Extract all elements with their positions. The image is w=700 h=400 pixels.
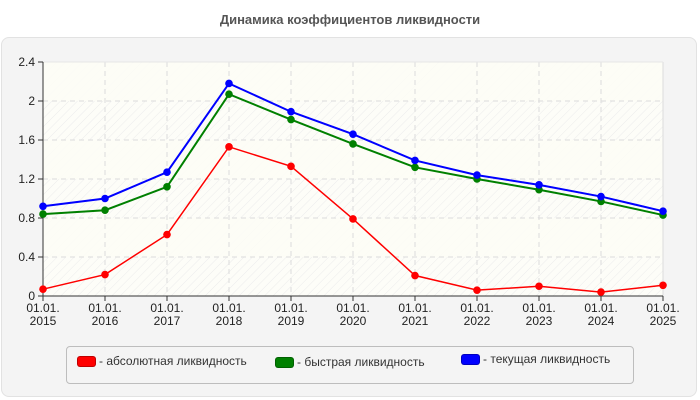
series-2 bbox=[39, 79, 667, 215]
legend: - абсолютная ликвидность - быстрая ликви… bbox=[66, 346, 634, 384]
data-point[interactable] bbox=[163, 183, 171, 191]
x-tick-label: 01.01. bbox=[584, 301, 617, 315]
data-point[interactable] bbox=[39, 210, 47, 218]
x-tick-label: 2017 bbox=[154, 314, 181, 328]
series-lines bbox=[39, 79, 667, 296]
data-point[interactable] bbox=[349, 130, 357, 138]
y-tick-label: 1.6 bbox=[18, 133, 35, 147]
legend-swatch-blue bbox=[461, 353, 480, 365]
x-tick-label: 2022 bbox=[464, 314, 491, 328]
x-tick-label: 01.01. bbox=[88, 301, 121, 315]
x-tick-label: 2015 bbox=[30, 314, 57, 328]
data-point[interactable] bbox=[411, 163, 419, 172]
x-tick-label: 01.01. bbox=[26, 301, 59, 315]
data-point[interactable] bbox=[473, 286, 481, 294]
data-point[interactable] bbox=[287, 115, 295, 124]
legend-label: - быстрая ликвидность bbox=[297, 355, 425, 369]
data-point[interactable] bbox=[287, 107, 295, 116]
legend-label: - абсолютная ликвидность bbox=[99, 354, 247, 368]
data-point[interactable] bbox=[659, 207, 667, 215]
data-point[interactable] bbox=[101, 194, 109, 203]
x-tick-label: 01.01. bbox=[646, 301, 679, 315]
legend-swatch-green bbox=[275, 356, 294, 368]
data-point[interactable] bbox=[349, 140, 357, 148]
x-tick-label: 2018 bbox=[216, 314, 243, 328]
data-point[interactable] bbox=[101, 270, 109, 279]
data-point[interactable] bbox=[225, 90, 233, 98]
y-tick-label: 0 bbox=[28, 289, 35, 303]
data-point[interactable] bbox=[163, 168, 171, 176]
x-tick-label: 2020 bbox=[340, 314, 367, 328]
x-tick-label: 2021 bbox=[402, 314, 429, 328]
data-point[interactable] bbox=[535, 181, 543, 189]
y-tick-label: 1.2 bbox=[18, 172, 35, 186]
data-point[interactable] bbox=[39, 285, 47, 293]
series-1 bbox=[39, 90, 667, 219]
x-tick-label: 2019 bbox=[278, 314, 305, 328]
series-0 bbox=[39, 143, 667, 296]
legend-swatch-red bbox=[77, 355, 96, 367]
x-tick-label: 01.01. bbox=[274, 301, 307, 315]
data-point[interactable] bbox=[597, 192, 605, 201]
x-tick-label: 01.01. bbox=[460, 301, 493, 315]
chart-title: Динамика коэффициентов ликвидности bbox=[219, 12, 481, 27]
axes: 00.40.81.21.622.401.01.201501.01.201601.… bbox=[18, 55, 679, 328]
x-tick-label: 01.01. bbox=[212, 301, 245, 315]
data-point[interactable] bbox=[411, 271, 419, 280]
x-tick-label: 2024 bbox=[588, 314, 615, 328]
data-point[interactable] bbox=[101, 206, 109, 214]
y-tick-label: 0.8 bbox=[18, 211, 35, 225]
x-tick-label: 01.01. bbox=[522, 301, 555, 315]
gridlines bbox=[43, 61, 664, 296]
legend-item-quick: - быстрая ликвидность bbox=[275, 355, 425, 369]
data-point[interactable] bbox=[535, 282, 543, 291]
legend-item-absolute: - абсолютная ликвидность bbox=[77, 354, 247, 368]
data-point[interactable] bbox=[39, 202, 47, 211]
legend-label: - текущая ликвидность bbox=[483, 352, 611, 366]
x-tick-label: 01.01. bbox=[336, 301, 369, 315]
data-point[interactable] bbox=[349, 215, 357, 223]
data-point[interactable] bbox=[287, 162, 295, 171]
x-tick-label: 2025 bbox=[650, 314, 677, 328]
x-tick-label: 2016 bbox=[92, 314, 119, 328]
data-point[interactable] bbox=[411, 156, 419, 165]
data-point[interactable] bbox=[659, 281, 667, 290]
y-tick-label: 2.4 bbox=[18, 55, 35, 69]
data-point[interactable] bbox=[473, 171, 481, 179]
data-point[interactable] bbox=[225, 143, 233, 151]
y-tick-label: 2 bbox=[28, 94, 35, 108]
y-tick-label: 0.4 bbox=[18, 250, 35, 264]
line-chart: 00.40.81.21.622.401.01.201501.01.201601.… bbox=[18, 55, 679, 328]
data-point[interactable] bbox=[163, 230, 171, 239]
x-tick-label: 01.01. bbox=[150, 301, 183, 315]
data-point[interactable] bbox=[597, 288, 605, 296]
x-tick-label: 2023 bbox=[526, 314, 553, 328]
legend-item-current: - текущая ликвидность bbox=[461, 352, 610, 366]
x-tick-label: 01.01. bbox=[398, 301, 431, 315]
data-point[interactable] bbox=[225, 79, 233, 88]
